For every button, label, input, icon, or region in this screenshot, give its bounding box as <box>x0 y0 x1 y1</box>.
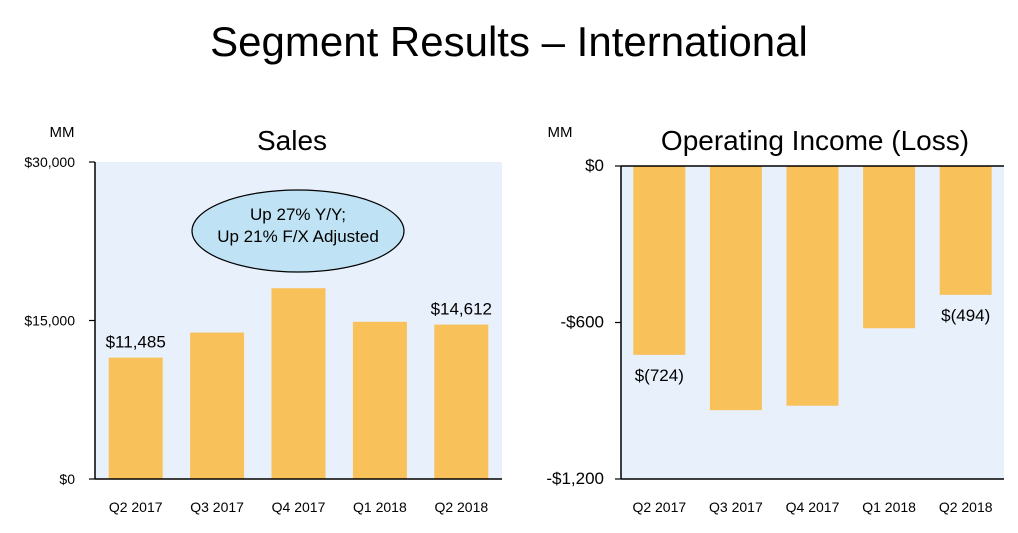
chart0-title: Sales <box>257 125 327 156</box>
chart1-unit-label: MM <box>548 124 573 141</box>
chart0-bar-3 <box>352 321 407 479</box>
chart0-y-tick-label-2: $30,000 <box>24 154 75 170</box>
chart1-bar-0 <box>633 166 686 355</box>
chart1-category-label-0: Q2 2017 <box>632 499 686 515</box>
chart1-y-tick-label-2: -$1,200 <box>546 469 604 488</box>
chart1-bar-3 <box>863 166 916 329</box>
chart1-title: Operating Income (Loss) <box>661 125 969 156</box>
chart0-callout-line-0: Up 27% Y/Y; <box>250 205 346 224</box>
chart1-category-label-1: Q3 2017 <box>709 499 763 515</box>
chart1-y-tick-label-1: -$600 <box>561 313 604 332</box>
chart0-category-label-3: Q1 2018 <box>353 499 407 515</box>
chart0-bar-1 <box>190 332 245 479</box>
chart0-data-label-0: $11,485 <box>106 333 166 352</box>
chart1-category-label-4: Q2 2018 <box>939 499 993 515</box>
chart0-unit-label: MM <box>50 124 75 141</box>
chart0-y-tick-label-0: $0 <box>59 471 75 487</box>
chart1-bar-1 <box>709 166 762 411</box>
chart0-category-label-0: Q2 2017 <box>109 499 163 515</box>
chart1-category-label-3: Q1 2018 <box>862 499 916 515</box>
chart1-category-label-2: Q4 2017 <box>786 499 840 515</box>
chart0-callout-bubble <box>191 189 405 273</box>
chart0-y-tick-label-1: $15,000 <box>24 313 75 329</box>
chart0-data-label-4: $14,612 <box>431 300 492 319</box>
chart1-data-label-4: $(494) <box>941 306 990 325</box>
chart0-category-label-2: Q4 2017 <box>272 499 326 515</box>
chart0-bar-0 <box>108 357 163 479</box>
chart1-bar-2 <box>786 166 839 406</box>
chart1-data-label-0: $(724) <box>635 366 684 385</box>
chart0-bar-4 <box>434 324 489 479</box>
chart0-category-label-4: Q2 2018 <box>434 499 488 515</box>
page-title: Segment Results – International <box>210 18 808 65</box>
chart1-y-tick-label-0: $0 <box>585 156 604 175</box>
chart0-bar-2 <box>271 288 326 479</box>
chart0-callout-line-1: Up 21% F/X Adjusted <box>217 227 379 246</box>
chart1-bar-4 <box>939 166 992 295</box>
chart0-category-label-1: Q3 2017 <box>190 499 244 515</box>
